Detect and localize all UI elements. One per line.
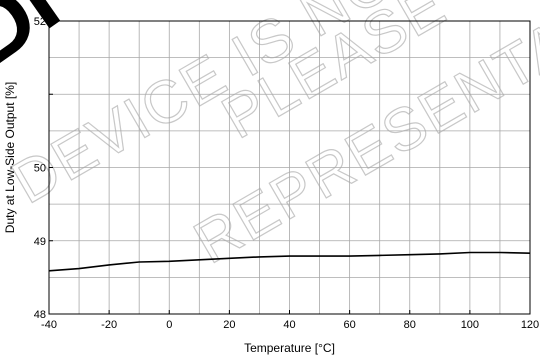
x-tick-label: 60: [344, 319, 356, 331]
y-axis-title: Duty at Low-Side Output [%]: [3, 82, 17, 233]
watermark-big-text: DI: [0, 0, 77, 86]
x-tick-label: 100: [461, 319, 479, 331]
series-layer: [48, 251, 531, 272]
x-tick-label: -20: [101, 319, 117, 331]
series-line: [48, 251, 531, 272]
x-tick-label: 120: [521, 319, 539, 331]
y-tick-label: 48: [34, 309, 46, 321]
x-tick-label: 20: [223, 319, 235, 331]
x-tick-label: -40: [41, 319, 57, 331]
x-tick-label: 40: [283, 319, 295, 331]
x-tick-label: 80: [404, 319, 416, 331]
y-tick-label: 52: [34, 16, 46, 28]
watermark: DI DEVICE IS NOT PLEASE REPRESENTATIVE: [0, 0, 540, 277]
tick-labels: -40 -20 0 20 40 60 80 100 120 48 49 50 52: [34, 16, 539, 331]
x-tick-label: 0: [166, 319, 172, 331]
grid: [49, 21, 530, 314]
y-tick-label: 50: [34, 163, 46, 175]
x-axis-title: Temperature [°C]: [244, 341, 335, 355]
y-tick-label: 49: [34, 236, 46, 248]
